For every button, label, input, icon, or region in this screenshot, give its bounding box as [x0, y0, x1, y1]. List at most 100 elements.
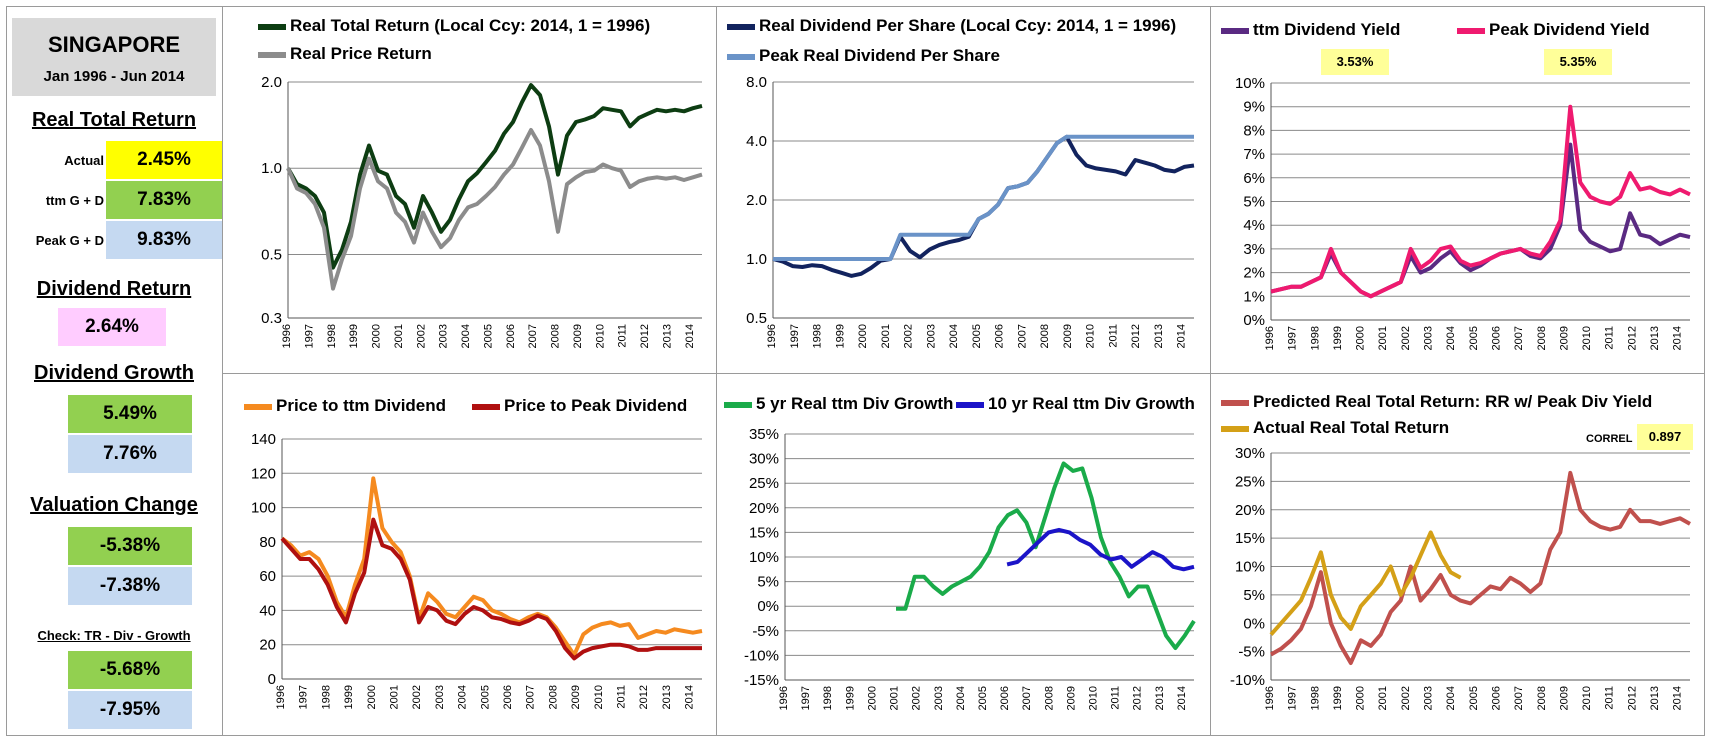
y-tick-label: 35% — [749, 426, 779, 443]
chart-dividend-yield: 0% 1% 2% 3% 4% 5% 6% 7% 8% 9% 10% 1996 1997 1998 1999 2… — [1210, 6, 1705, 373]
x-tick-label: 1999 — [1332, 686, 1344, 710]
row-value: 5.49% — [68, 395, 192, 433]
y-tick-label: 6% — [1243, 170, 1265, 187]
y-tick-label: 0% — [1243, 615, 1265, 632]
y-tick-label: -5% — [752, 623, 779, 640]
divider — [222, 6, 223, 736]
real-total-return-title: Real Total Return — [31, 109, 197, 131]
y-tick-label: 9% — [1243, 99, 1265, 116]
x-tick-label: 2013 — [1649, 686, 1661, 710]
rtr-peak-row: Peak G + D 9.83% — [6, 221, 222, 261]
series-line — [1270, 142, 1691, 299]
x-tick-label: 2008 — [1043, 686, 1055, 710]
x-tick-label: 2000 — [1355, 686, 1367, 710]
x-tick-label: 2001 — [393, 324, 405, 348]
legend-label: Peak Real Dividend Per Share — [759, 46, 1000, 65]
legend-label: Real Total Return (Local Ccy: 2014, 1 = … — [290, 16, 651, 35]
x-tick-label: 2006 — [999, 686, 1011, 710]
y-tick-label: 4% — [1243, 217, 1265, 234]
legend-swatch — [1221, 425, 1249, 432]
y-tick-label: 0 — [268, 671, 276, 688]
row-value: -5.68% — [68, 651, 192, 689]
y-tick-label: 2.0 — [261, 74, 282, 91]
y-tick-label: -10% — [744, 647, 779, 664]
row-value: -5.38% — [68, 527, 192, 565]
y-tick-label: 1% — [1243, 288, 1265, 305]
row-value: -7.38% — [68, 567, 192, 605]
legend-item: Peak Real Dividend Per Share — [727, 46, 1000, 66]
x-tick-label: 2007 — [1016, 324, 1028, 348]
x-tick-label: 1997 — [303, 324, 315, 348]
x-tick-label: 2009 — [1558, 686, 1570, 710]
x-tick-label: 1996 — [275, 685, 287, 709]
y-tick-label: -5% — [1238, 644, 1265, 661]
y-tick-label: 2% — [1243, 265, 1265, 282]
legend-item: Price to Peak Dividend — [472, 396, 687, 416]
y-tick-label: 30% — [1235, 445, 1265, 462]
legend-label: Real Dividend Per Share (Local Ccy: 2014… — [759, 16, 1177, 35]
x-tick-label: 2011 — [616, 685, 628, 709]
y-tick-label: 5% — [1243, 587, 1265, 604]
legend-swatch — [244, 403, 272, 410]
x-tick-label: 2010 — [1581, 686, 1593, 710]
divider — [222, 373, 1705, 374]
x-tick-label: 1997 — [298, 685, 310, 709]
x-tick-label: 2010 — [593, 685, 605, 709]
x-tick-label: 2004 — [460, 324, 472, 348]
x-tick-label: 2001 — [1377, 326, 1389, 350]
x-tick-label: 2005 — [1468, 326, 1480, 350]
x-tick-label: 2000 — [866, 686, 878, 710]
x-tick-label: 1996 — [766, 324, 778, 348]
row-label: Actual — [64, 153, 104, 168]
x-tick-label: 2005 — [1468, 686, 1480, 710]
x-tick-label: 2014 — [1176, 686, 1188, 710]
x-tick-label: 2000 — [366, 685, 378, 709]
x-tick-label: 2010 — [1085, 324, 1097, 348]
x-tick-label: 1999 — [844, 686, 856, 710]
chart-div-growth: -15% -10% -5% 0% 5% 10% 15% 20% 25% 30% 35% 1996 199… — [716, 373, 1210, 736]
dashboard-frame — [6, 6, 1705, 736]
legend-label: 5 yr Real ttm Div Growth — [756, 394, 954, 413]
x-tick-label: 2006 — [502, 685, 514, 709]
row-value: 9.83% — [106, 221, 222, 259]
dividend-return-title: Dividend Return — [36, 278, 192, 300]
x-tick-label: 2011 — [617, 324, 629, 348]
x-tick-label: 2004 — [1445, 326, 1457, 350]
legend-swatch — [1457, 27, 1485, 34]
y-tick-label: 0% — [757, 598, 779, 615]
valuation-change-title: Valuation Change — [30, 494, 198, 516]
x-tick-label: 2001 — [1377, 686, 1389, 710]
y-tick-label: 10% — [1235, 559, 1265, 576]
series-line — [772, 134, 1195, 278]
x-tick-label: 2001 — [389, 685, 401, 709]
rtr-actual-row: Actual 2.45% — [6, 141, 222, 181]
x-tick-label: 1998 — [320, 685, 332, 709]
x-tick-label: 2011 — [1110, 686, 1122, 710]
x-tick-label: 2010 — [1581, 326, 1593, 350]
x-tick-label: 2008 — [1536, 686, 1548, 710]
legend-swatch — [1221, 399, 1249, 406]
x-tick-label: 2006 — [1490, 686, 1502, 710]
x-tick-label: 1997 — [800, 686, 812, 710]
x-tick-label: 2010 — [594, 324, 606, 348]
divider — [716, 6, 717, 736]
x-tick-label: 2005 — [971, 324, 983, 348]
country-name: SINGAPORE — [47, 32, 181, 57]
x-tick-label: 2011 — [1107, 324, 1119, 348]
x-tick-label: 2012 — [638, 685, 650, 709]
legend-swatch — [258, 23, 286, 30]
x-tick-label: 2005 — [977, 686, 989, 710]
chart-svg: 0% 1% 2% 3% 4% 5% 6% 7% 8% 9% 10% 1996 1997 1998 1999 2… — [1235, 75, 1691, 350]
series-line — [896, 461, 1196, 650]
chart-price-to-dividend: 0 20 40 60 80 100 120 140 1996 1997 1998 1999 2000 20… — [222, 373, 716, 736]
x-tick-label: 2007 — [1513, 686, 1525, 710]
x-tick-label: 2005 — [479, 685, 491, 709]
x-tick-label: 2013 — [1154, 686, 1166, 710]
x-tick-label: 2001 — [889, 686, 901, 710]
x-tick-label: 2002 — [411, 685, 423, 709]
check-peak-row: peak -7.95% — [6, 691, 222, 731]
series-line — [280, 476, 703, 657]
period-range: Jan 1996 - Jun 2014 — [43, 68, 185, 85]
x-tick-label: 2003 — [1423, 686, 1435, 710]
series-line — [1270, 104, 1691, 299]
